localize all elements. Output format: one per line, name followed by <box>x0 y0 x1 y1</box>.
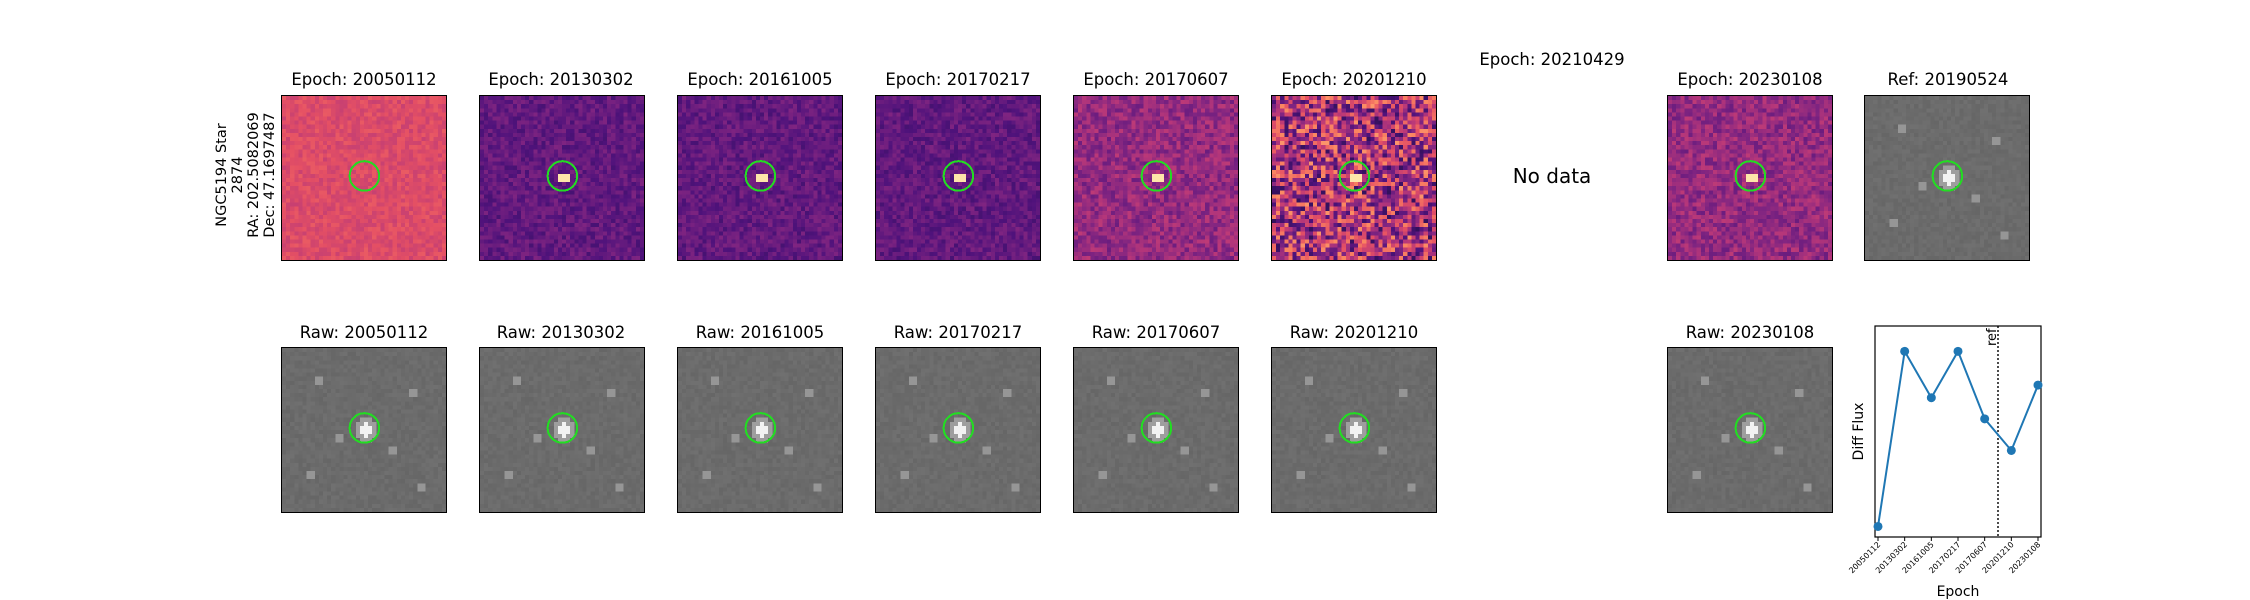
data-point-20130302 <box>1900 346 1910 356</box>
diff-image-8 <box>1667 95 1833 261</box>
ref-image <box>1864 95 2030 261</box>
image-pixels <box>480 96 644 260</box>
image-pixels <box>678 96 842 260</box>
target-circle <box>1734 160 1767 192</box>
diff-image-2 <box>479 95 645 261</box>
target-circle <box>348 160 381 192</box>
raw-image-2 <box>479 347 645 513</box>
y-axis-label: Diff Flux <box>1851 403 1867 461</box>
light-curve-chart: ref2005011220130302201610052017021720170… <box>1847 325 2043 600</box>
raw-title-5: Raw: 20170607 <box>1046 323 1266 342</box>
data-point-20170217 <box>1953 346 1963 356</box>
image-pixels <box>1074 96 1238 260</box>
diff-image-1 <box>281 95 447 261</box>
x-axis-label: Epoch <box>1937 584 1980 600</box>
target-circle <box>1931 160 1964 192</box>
image-pixels <box>282 348 446 512</box>
image-pixels <box>282 96 446 260</box>
diff-image-6 <box>1271 95 1437 261</box>
image-pixels <box>678 348 842 512</box>
diff-image-4 <box>875 95 1041 261</box>
data-point-20170607 <box>1980 414 1990 424</box>
diff-title-6: Epoch: 20201210 <box>1244 70 1464 89</box>
ref-title: Ref: 20190524 <box>1838 70 2058 89</box>
chart-frame <box>1874 325 2042 538</box>
target-circle <box>546 412 579 444</box>
star-name: NGC5194 Star 2874 <box>214 123 246 226</box>
diff-title-5: Epoch: 20170607 <box>1046 70 1266 89</box>
diff-title-8: Epoch: 20230108 <box>1640 70 1860 89</box>
target-circle <box>1140 412 1173 444</box>
star-ra: RA: 202.5082069 <box>246 112 262 238</box>
target-circle <box>942 160 975 192</box>
ref-line-label: ref <box>1985 328 2000 346</box>
diff-image-3 <box>677 95 843 261</box>
raw-image-1 <box>281 347 447 513</box>
target-circle <box>348 412 381 444</box>
diff-title-4: Epoch: 20170217 <box>848 70 1068 89</box>
image-pixels <box>876 96 1040 260</box>
raw-image-5 <box>1073 347 1239 513</box>
data-point-20050112 <box>1873 521 1883 531</box>
image-pixels <box>1074 348 1238 512</box>
target-circle <box>1338 160 1371 192</box>
raw-title-2: Raw: 20130302 <box>451 323 671 342</box>
target-circle <box>942 412 975 444</box>
data-point-20201210 <box>2006 445 2016 455</box>
raw-image-7 <box>1667 347 1833 513</box>
target-circle <box>1140 160 1173 192</box>
image-pixels <box>1865 96 2029 260</box>
image-pixels <box>1668 96 1832 260</box>
raw-title-3: Raw: 20161005 <box>650 323 870 342</box>
diff-image-5 <box>1073 95 1239 261</box>
target-circle <box>744 160 777 192</box>
star-dec: Dec: 47.1697487 <box>262 112 278 237</box>
image-pixels <box>1272 96 1436 260</box>
no-data-label: No data <box>1442 164 1662 188</box>
image-pixels <box>1272 348 1436 512</box>
target-circle <box>744 412 777 444</box>
raw-image-3 <box>677 347 843 513</box>
diff-title-2: Epoch: 20130302 <box>451 70 671 89</box>
target-circle <box>546 160 579 192</box>
raw-image-4 <box>875 347 1041 513</box>
raw-title-1: Raw: 20050112 <box>254 323 474 342</box>
image-pixels <box>1668 348 1832 512</box>
series-line <box>1877 348 2039 527</box>
raw-title-6: Raw: 20201210 <box>1244 323 1464 342</box>
target-circle <box>1338 412 1371 444</box>
diff-title-1: Epoch: 20050112 <box>254 70 474 89</box>
raw-image-6 <box>1271 347 1437 513</box>
image-pixels <box>876 348 1040 512</box>
raw-title-4: Raw: 20170217 <box>848 323 1068 342</box>
data-point-20161005 <box>1926 393 1936 403</box>
image-pixels <box>480 348 644 512</box>
target-circle <box>1734 412 1767 444</box>
data-point-20230108 <box>2033 380 2043 390</box>
diff-title-7: Epoch: 20210429 <box>1442 50 1662 69</box>
raw-title-7: Raw: 20230108 <box>1640 323 1860 342</box>
diff-title-3: Epoch: 20161005 <box>650 70 870 89</box>
